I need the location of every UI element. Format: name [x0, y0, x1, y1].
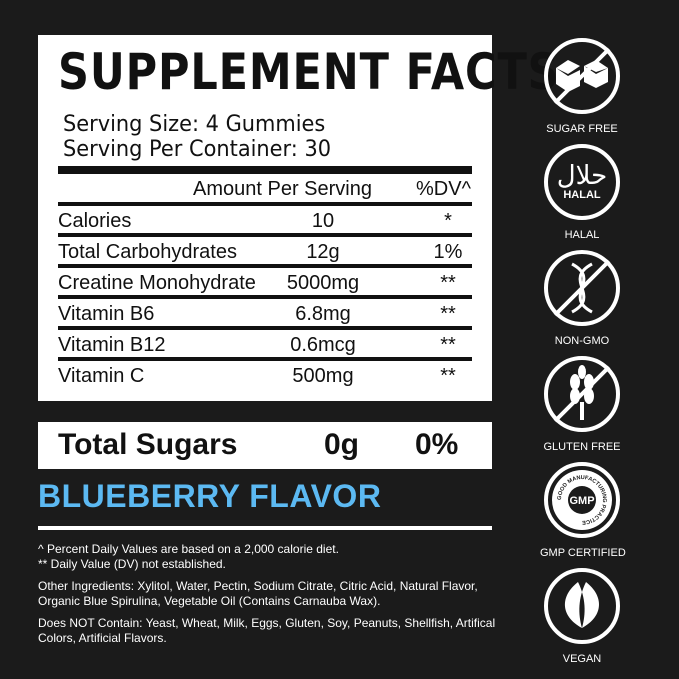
- nutrient-amount: 0.6mcg: [290, 334, 356, 356]
- badge-label: VEGAN: [562, 653, 602, 665]
- total-sugars-amount: 0g: [324, 428, 360, 461]
- serving-size: Serving Size: 4 Gummies: [63, 112, 326, 137]
- nutrient-dv: *: [444, 210, 452, 232]
- nutrient-dv: **: [440, 365, 456, 387]
- nutrient-name: Creatine Monohydrate: [58, 272, 256, 294]
- facts-header-row: Amount Per Serving %DV^: [58, 174, 472, 206]
- nutrient-dv: 1%: [433, 241, 463, 263]
- divider: [58, 357, 472, 361]
- nutrient-name: Total Carbohydrates: [58, 241, 237, 263]
- badge-label: NON-GMO: [554, 335, 610, 347]
- amount-header: Amount Per Serving: [193, 178, 372, 200]
- dv-header: %DV^: [416, 178, 471, 200]
- divider: [58, 326, 472, 330]
- facts-row: Creatine Monohydrate 5000mg **: [58, 268, 472, 300]
- nutrient-amount: 12g: [306, 241, 340, 263]
- total-sugars-label: Total Sugars: [58, 428, 238, 461]
- nutrient-dv: **: [440, 272, 456, 294]
- nutrient-dv: **: [440, 334, 456, 356]
- facts-row: Vitamin B12 0.6mcg **: [58, 330, 472, 362]
- divider: [58, 202, 472, 206]
- badge-non-gmo: NON-GMO: [540, 248, 624, 347]
- badge-vegan: VEGAN: [540, 566, 624, 665]
- facts-row: Total Carbohydrates 12g 1%: [58, 237, 472, 269]
- nutrient-dv: **: [440, 303, 456, 325]
- divider: [58, 233, 472, 237]
- sugar-cubes-crossed-icon: [544, 38, 620, 114]
- badge-label: SUGAR FREE: [546, 123, 618, 135]
- flavor-label: BLUEBERRY FLAVOR: [38, 478, 382, 514]
- badge-label: HALAL: [564, 229, 600, 241]
- does-not-contain: Does NOT Contain: Yeast, Wheat, Milk, Eg…: [38, 616, 496, 645]
- nutrient-name: Vitamin C: [58, 365, 145, 387]
- dv-not-established: ** Daily Value (DV) not established.: [38, 557, 226, 571]
- badge-gluten-free: GLUTEN FREE: [540, 354, 624, 453]
- other-ingredients: Other Ingredients: Xylitol, Water, Pecti…: [38, 579, 478, 608]
- nutrient-amount: 6.8mg: [295, 303, 351, 325]
- badge-halal: حلال HALAL HALAL: [540, 142, 624, 241]
- total-sugars-box: Total Sugars 0g 0%: [38, 422, 492, 469]
- nutrient-amount: 5000mg: [286, 272, 360, 294]
- facts-title: SUPPLEMENT FACTS: [58, 43, 560, 101]
- facts-row: Vitamin B6 6.8mg **: [58, 299, 472, 331]
- badge-sugar-free: SUGAR FREE: [540, 36, 624, 135]
- svg-text:حلال: حلال: [557, 161, 607, 191]
- badge-gmp-certified: GOOD MANUFACTURING PRACTICE GMP GMP CERTI…: [540, 460, 626, 559]
- supplement-facts-panel: SUPPLEMENT FACTS Serving Size: 4 Gummies…: [38, 35, 559, 401]
- facts-row: Vitamin C 500mg **: [58, 361, 472, 393]
- divider: [58, 264, 472, 268]
- nutrient-amount: 10: [311, 210, 335, 232]
- badge-label: GMP CERTIFIED: [540, 547, 626, 559]
- nutrient-name: Vitamin B12: [58, 334, 166, 356]
- dv-note: ^ Percent Daily Values are based on a 2,…: [38, 542, 339, 556]
- svg-text:HALAL: HALAL: [563, 189, 601, 201]
- nutrient-amount: 500mg: [292, 365, 354, 387]
- footnotes: ^ Percent Daily Values are based on a 2,…: [38, 542, 508, 646]
- facts-row: Calories 10 *: [58, 206, 472, 238]
- dna-crossed-icon: [544, 250, 620, 326]
- divider: [58, 295, 472, 299]
- total-sugars-dv: 0%: [415, 428, 459, 461]
- wheat-crossed-icon: [544, 356, 620, 432]
- servings-per-container: Serving Per Container: 30: [63, 137, 332, 162]
- badge-label: GLUTEN FREE: [543, 441, 621, 453]
- divider: [38, 526, 492, 530]
- svg-text:GMP: GMP: [569, 495, 594, 507]
- nutrient-name: Calories: [58, 210, 132, 232]
- leaf-icon: [544, 568, 620, 644]
- divider: [58, 166, 472, 174]
- nutrient-name: Vitamin B6: [58, 303, 155, 325]
